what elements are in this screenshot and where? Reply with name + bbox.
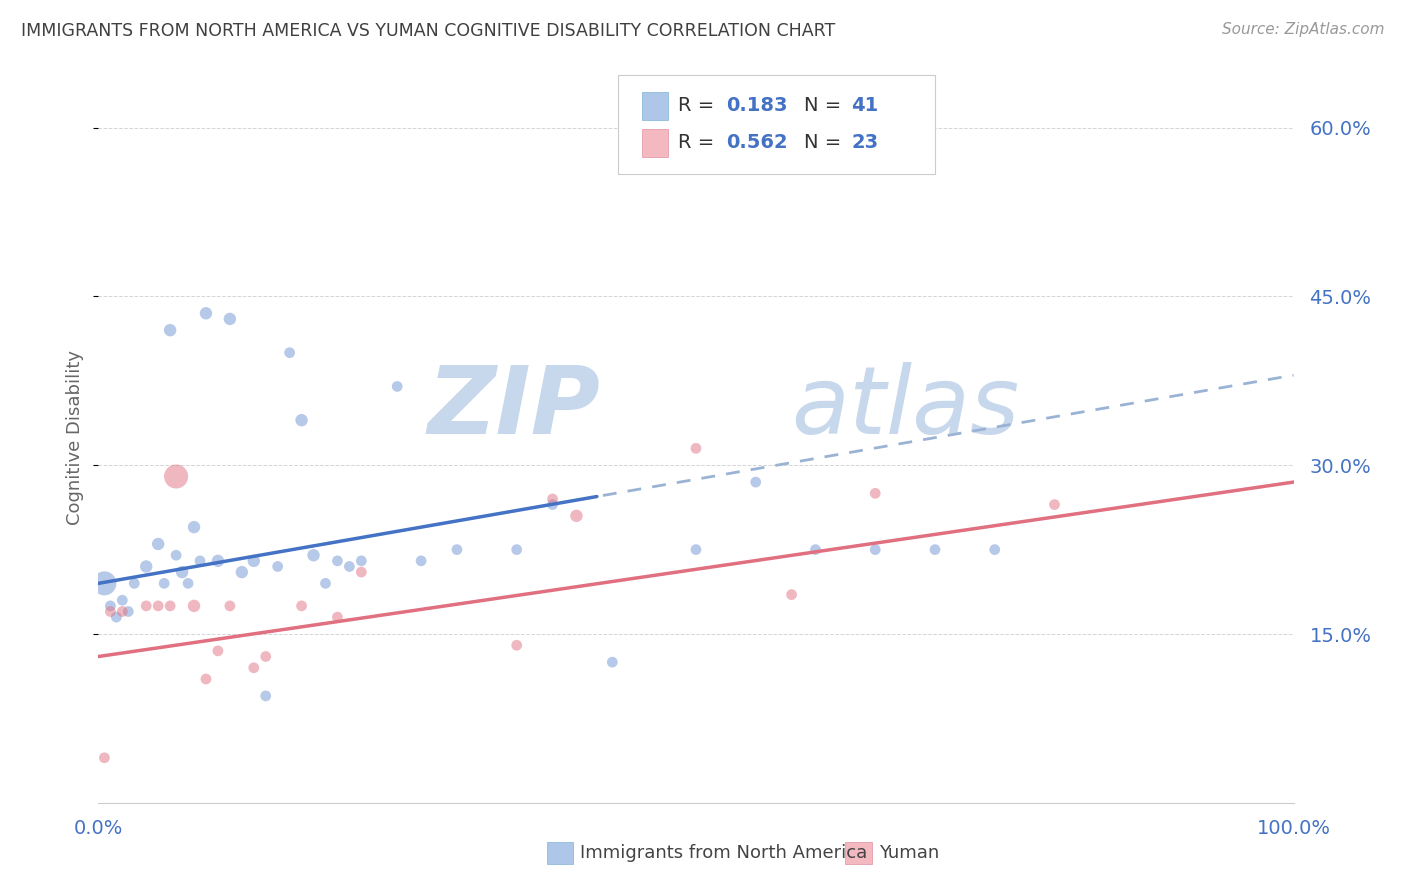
Point <box>565 508 588 523</box>
Point <box>385 379 409 393</box>
Point <box>243 554 266 568</box>
Point <box>865 542 887 557</box>
Point <box>98 605 122 619</box>
Point <box>291 599 314 613</box>
Point <box>267 559 290 574</box>
Point <box>172 565 194 579</box>
FancyBboxPatch shape <box>619 75 935 174</box>
Point <box>411 554 433 568</box>
Point <box>111 605 134 619</box>
Text: Immigrants from North America: Immigrants from North America <box>581 844 868 862</box>
Point <box>231 565 253 579</box>
Point <box>165 469 187 483</box>
Point <box>93 576 115 591</box>
Point <box>685 542 707 557</box>
Point <box>207 554 229 568</box>
Point <box>159 323 181 337</box>
Text: N =: N = <box>804 134 846 153</box>
Text: R =: R = <box>678 96 720 115</box>
Point <box>148 599 170 613</box>
Point <box>541 491 564 506</box>
Point <box>219 312 242 326</box>
Text: IMMIGRANTS FROM NORTH AMERICA VS YUMAN COGNITIVE DISABILITY CORRELATION CHART: IMMIGRANTS FROM NORTH AMERICA VS YUMAN C… <box>21 22 835 40</box>
Point <box>124 576 146 591</box>
Point <box>183 599 205 613</box>
Point <box>506 542 529 557</box>
Point <box>1043 498 1066 512</box>
Point <box>219 599 242 613</box>
Point <box>780 588 803 602</box>
Point <box>254 689 277 703</box>
Point <box>350 554 373 568</box>
Text: ZIP: ZIP <box>427 362 600 454</box>
Point <box>148 537 170 551</box>
FancyBboxPatch shape <box>845 841 872 863</box>
Text: N =: N = <box>804 96 846 115</box>
Point <box>315 576 337 591</box>
Point <box>506 638 529 652</box>
Text: Source: ZipAtlas.com: Source: ZipAtlas.com <box>1222 22 1385 37</box>
Point <box>243 661 266 675</box>
Point <box>302 548 325 562</box>
Point <box>602 655 624 669</box>
Y-axis label: Cognitive Disability: Cognitive Disability <box>66 350 84 524</box>
Text: 0.562: 0.562 <box>725 134 787 153</box>
Point <box>207 644 229 658</box>
Point <box>865 486 887 500</box>
Text: Yuman: Yuman <box>879 844 939 862</box>
Point <box>350 565 373 579</box>
Point <box>745 475 768 489</box>
Point <box>111 593 134 607</box>
Point <box>446 542 468 557</box>
Point <box>278 345 301 359</box>
Point <box>159 599 181 613</box>
Point <box>165 548 187 562</box>
Point <box>924 542 946 557</box>
FancyBboxPatch shape <box>643 92 668 120</box>
FancyBboxPatch shape <box>643 129 668 157</box>
Point <box>93 751 115 765</box>
FancyBboxPatch shape <box>547 841 572 863</box>
Point <box>339 559 361 574</box>
Point <box>984 542 1007 557</box>
Point <box>254 649 277 664</box>
Text: 41: 41 <box>852 96 879 115</box>
Text: 23: 23 <box>852 134 879 153</box>
Point <box>195 672 218 686</box>
Point <box>804 542 827 557</box>
Point <box>195 306 218 320</box>
Point <box>105 610 128 624</box>
Point <box>188 554 211 568</box>
Point <box>98 599 122 613</box>
Point <box>291 413 314 427</box>
Text: atlas: atlas <box>792 362 1019 453</box>
Point <box>326 554 349 568</box>
Text: R =: R = <box>678 134 720 153</box>
Point <box>183 520 205 534</box>
Point <box>135 599 157 613</box>
Text: 0.183: 0.183 <box>725 96 787 115</box>
Point <box>153 576 176 591</box>
Point <box>135 559 157 574</box>
Point <box>326 610 349 624</box>
Point <box>117 605 139 619</box>
Point <box>177 576 200 591</box>
Point <box>685 442 707 456</box>
Point <box>541 498 564 512</box>
